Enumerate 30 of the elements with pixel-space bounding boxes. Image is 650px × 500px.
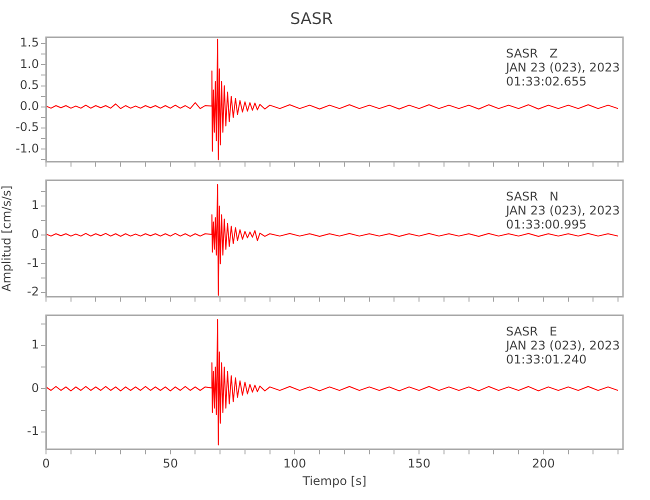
y-axis-title: Amplitud [cm/s/s] <box>0 185 14 292</box>
annotation: SASR Z <box>506 46 558 60</box>
y-tick-label: 1 <box>31 198 39 212</box>
y-tick-label: -2 <box>27 284 39 299</box>
annotation: SASR N <box>506 189 558 204</box>
annotation: SASR E <box>506 324 558 338</box>
x-tick-label: 100 <box>283 456 306 471</box>
annotation: 01:33:00.995 <box>506 217 587 232</box>
y-tick-label: 0.5 <box>20 78 39 92</box>
y-tick-label: -1 <box>27 424 39 438</box>
y-tick-label: 0 <box>31 227 39 242</box>
y-tick-label: 1.5 <box>20 36 39 50</box>
x-tick-label: 150 <box>408 456 431 471</box>
annotation: 01:33:01.240 <box>506 352 587 366</box>
annotation: JAN 23 (023), 2023 <box>505 60 620 74</box>
annotation: 01:33:02.655 <box>506 74 587 88</box>
y-tick-label: -1.0 <box>16 141 39 156</box>
annotation: JAN 23 (023), 2023 <box>505 203 620 218</box>
x-tick-label: 0 <box>42 456 50 471</box>
y-tick-label: 0 <box>31 380 39 395</box>
y-tick-label: -1 <box>27 256 39 270</box>
y-tick-label: 1.0 <box>20 56 39 71</box>
x-tick-label: 50 <box>162 456 178 471</box>
y-tick-label: 0.0 <box>20 99 39 114</box>
y-tick-label: 1 <box>31 338 39 352</box>
x-axis-title: Tiempo [s] <box>302 474 366 488</box>
annotation: JAN 23 (023), 2023 <box>505 338 620 352</box>
y-tick-label: -0.5 <box>16 120 39 134</box>
chart-title: SASR <box>290 8 333 28</box>
x-tick-label: 200 <box>532 456 555 471</box>
